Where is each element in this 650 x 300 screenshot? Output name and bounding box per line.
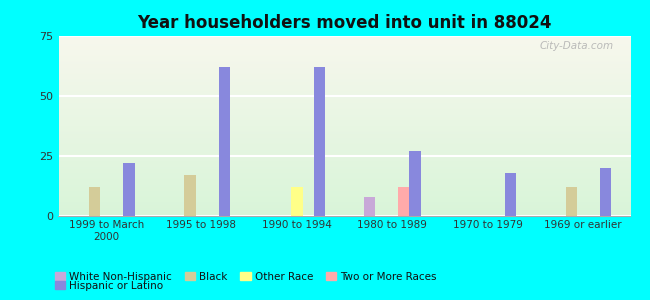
Bar [185, 175, 196, 216]
Bar [566, 187, 577, 216]
Bar [410, 151, 421, 216]
Bar [398, 187, 410, 216]
Legend: Hispanic or Latino: Hispanic or Latino [51, 277, 168, 295]
Bar [291, 187, 302, 216]
Bar [124, 163, 135, 216]
Bar [218, 67, 230, 216]
Bar [504, 173, 516, 216]
Legend: White Non-Hispanic, Black, Other Race, Two or More Races: White Non-Hispanic, Black, Other Race, T… [51, 268, 441, 286]
Bar [363, 197, 375, 216]
Bar [314, 67, 326, 216]
Title: Year householders moved into unit in 88024: Year householders moved into unit in 880… [137, 14, 552, 32]
Bar [600, 168, 612, 216]
Bar [89, 187, 101, 216]
Text: City-Data.com: City-Data.com [540, 41, 614, 51]
